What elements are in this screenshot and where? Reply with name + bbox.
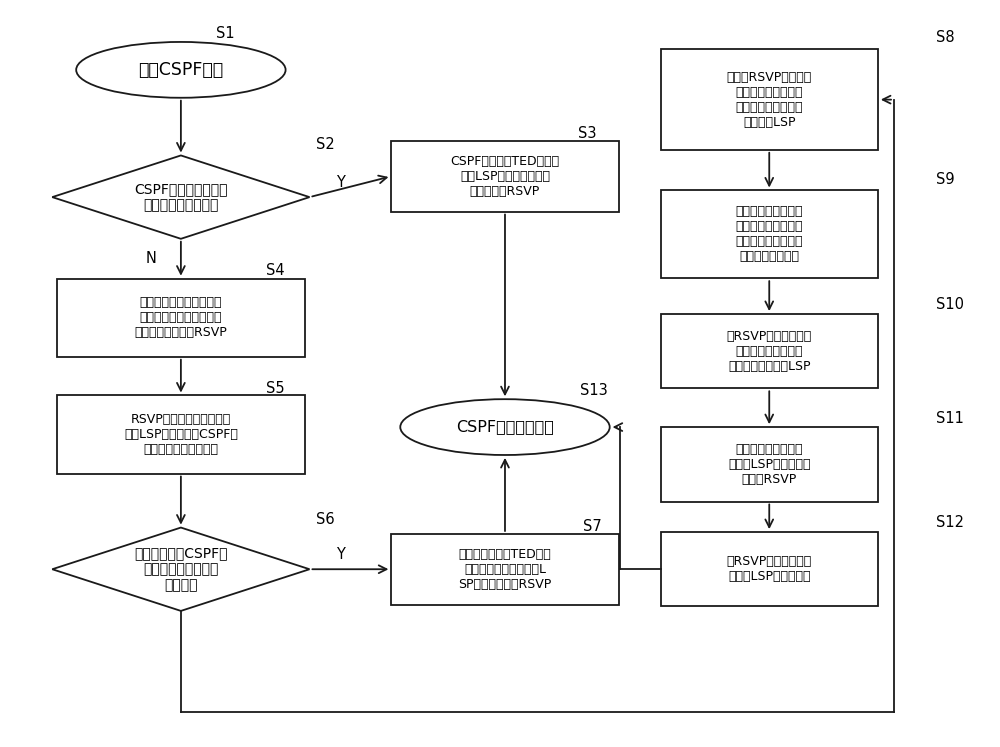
Text: 计算起点到起点所在未梢
区域连接骨干区域的边缘
节点，将结果返回RSVP: 计算起点到起点所在未梢 区域连接骨干区域的边缘 节点，将结果返回RSVP (135, 296, 227, 339)
Ellipse shape (76, 42, 286, 98)
Text: 计算边缘节点到目的
节点的LSP，将计算结
果返回RSVP: 计算边缘节点到目的 节点的LSP，将计算结 果返回RSVP (728, 443, 810, 486)
Text: S3: S3 (578, 126, 596, 141)
Text: N: N (146, 251, 156, 266)
FancyBboxPatch shape (391, 534, 619, 604)
FancyBboxPatch shape (57, 279, 305, 357)
Text: Y: Y (336, 547, 345, 562)
FancyBboxPatch shape (661, 314, 878, 388)
Text: 由RSVP建立从骨干节
点到目的节点所在末
梢区域边缘节点的LSP: 由RSVP建立从骨干节 点到目的节点所在末 梢区域边缘节点的LSP (727, 329, 812, 373)
Text: 调度CSPF算法: 调度CSPF算法 (138, 61, 223, 79)
Text: Y: Y (336, 175, 345, 190)
Text: S12: S12 (936, 515, 964, 530)
Text: CSPF依据本地TED进行区
域内LSP计算，并将计算
结果返回给RSVP: CSPF依据本地TED进行区 域内LSP计算，并将计算 结果返回给RSVP (450, 155, 560, 198)
Text: S9: S9 (936, 173, 954, 187)
Text: S11: S11 (936, 411, 964, 426)
Text: S1: S1 (216, 26, 234, 41)
Text: S4: S4 (266, 263, 284, 278)
Text: 由RSVP逐级向起点返
回组成LSP的完整路径: 由RSVP逐级向起点返 回组成LSP的完整路径 (727, 555, 812, 583)
Text: 直接向RSVP返回从边
缘节点到直连骨干节
点的路径，建立到骨
干节点的LSP: 直接向RSVP返回从边 缘节点到直连骨干节 点的路径，建立到骨 干节点的LSP (727, 71, 812, 128)
Text: S2: S2 (316, 137, 334, 152)
Text: S8: S8 (936, 30, 954, 45)
Text: S6: S6 (316, 512, 334, 527)
Text: S10: S10 (936, 297, 964, 312)
FancyBboxPatch shape (57, 395, 305, 474)
FancyBboxPatch shape (661, 532, 878, 607)
Text: CSPF检查起点与目的
节点是否在同一区域: CSPF检查起点与目的 节点是否在同一区域 (134, 182, 228, 212)
FancyBboxPatch shape (661, 49, 878, 150)
FancyBboxPatch shape (661, 190, 878, 278)
Text: S7: S7 (583, 518, 602, 533)
Ellipse shape (400, 399, 610, 455)
Text: 骨干节点从本地维护
的各末梢区域内部节
点列表中查找目的节
点所在的未梢区域: 骨干节点从本地维护 的各末梢区域内部节 点列表中查找目的节 点所在的未梢区域 (736, 205, 803, 264)
Text: 边缘节点上的CSPF检
查目的节点是否在骨
干区域中: 边缘节点上的CSPF检 查目的节点是否在骨 干区域中 (134, 546, 228, 592)
Polygon shape (52, 527, 310, 611)
FancyBboxPatch shape (661, 427, 878, 501)
Text: S13: S13 (580, 383, 608, 398)
Text: S5: S5 (266, 381, 284, 396)
Text: 依据骨干区域的TED计算
边缘节点到目的节点的L
SP，将结果返回RSVP: 依据骨干区域的TED计算 边缘节点到目的节点的L SP，将结果返回RSVP (458, 548, 552, 591)
Polygon shape (52, 155, 310, 239)
Text: CSPF全网计算结束: CSPF全网计算结束 (456, 420, 554, 435)
FancyBboxPatch shape (391, 141, 619, 211)
Text: RSVP建立从起点到边缘节
点的LSP，继续调度CSPF计
算到达目的节点的路径: RSVP建立从起点到边缘节 点的LSP，继续调度CSPF计 算到达目的节点的路径 (124, 413, 238, 456)
